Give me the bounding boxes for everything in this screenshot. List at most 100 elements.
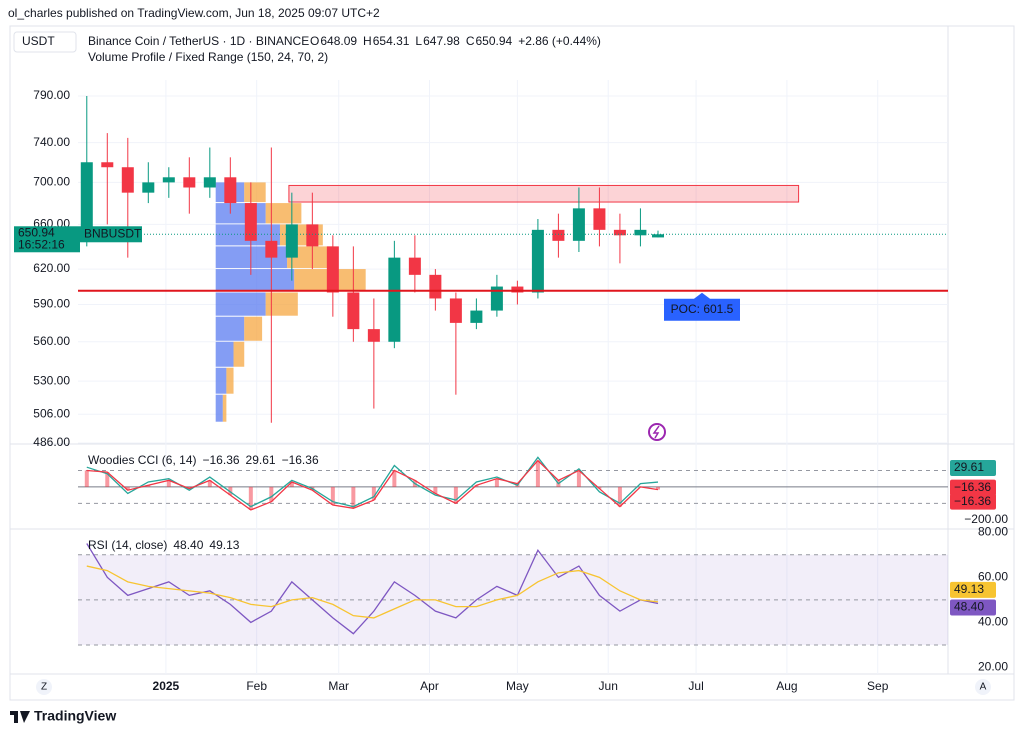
candle-body (285, 224, 298, 258)
y-tick-label: 486.00 (33, 435, 70, 449)
currency-button[interactable] (13, 31, 77, 53)
alert-icon[interactable] (648, 423, 666, 441)
candle-body (224, 177, 237, 204)
y-tick-label: 700.00 (33, 175, 70, 189)
brand-logo: TradingView (10, 708, 116, 724)
volume-up (215, 394, 223, 422)
candle-body (408, 257, 421, 275)
x-tick-label: Aug (776, 679, 797, 693)
symbol: Binance Coin / TetherUS · 1D · BINANCE (88, 34, 309, 48)
volume-up (215, 292, 266, 316)
volume-down (244, 316, 263, 341)
x-tick-label: Apr (420, 679, 439, 693)
y-tick-label: 530.00 (33, 373, 70, 387)
scale-button-label[interactable]: A (980, 682, 987, 693)
candle-body (142, 182, 155, 193)
candle-body (552, 229, 565, 241)
y-tick-label: 790.00 (33, 88, 70, 102)
countdown: 16:52:16 (18, 237, 65, 251)
y-tick-label: 560.00 (33, 334, 70, 348)
ohlc-label: H (363, 34, 372, 48)
candle-body (80, 162, 93, 236)
indicator-name: Volume Profile / Fixed Range (150, 24, 7… (88, 50, 328, 64)
last-value-tag (950, 493, 996, 510)
price-change: +2.86 (+0.44%) (518, 34, 601, 48)
candle-body (306, 224, 319, 247)
indicator-value: −16.36 (203, 453, 240, 467)
poc-label: POC: 601.5 (671, 302, 734, 316)
volume-up (215, 316, 245, 341)
candle-body (183, 177, 196, 188)
indicator-title: RSI (14, close) (88, 538, 167, 552)
last-value: 29.61 (954, 460, 984, 474)
volume-up (215, 341, 234, 367)
scale-button[interactable] (36, 679, 52, 695)
candle-body (203, 177, 216, 188)
indicator-line (86, 543, 659, 635)
currency[interactable]: USDT (22, 34, 55, 48)
candle-body (121, 167, 134, 193)
volume-down (265, 292, 298, 316)
ohlc-label: O (310, 34, 319, 48)
volume-down (244, 182, 266, 203)
indicator-value: −16.36 (282, 453, 319, 467)
candle-body (511, 286, 524, 293)
x-tick-label: Mar (328, 679, 349, 693)
candle-body (101, 162, 114, 168)
candle-body (326, 246, 339, 293)
candle-body (470, 310, 483, 323)
candle-body (388, 257, 401, 342)
y-tick-label: 60.00 (978, 570, 1008, 584)
scale-button[interactable] (975, 679, 991, 695)
resistance-zone (288, 184, 800, 203)
alert-icon-bolt (652, 425, 660, 439)
x-tick-label: Sep (867, 679, 889, 693)
x-tick-label: Feb (246, 679, 267, 693)
indicator-line (86, 565, 659, 619)
candle-body (490, 286, 503, 311)
candle-body (531, 229, 544, 293)
ohlc-label: L (415, 34, 422, 48)
volume-down (265, 203, 302, 224)
volume-up (215, 367, 227, 394)
y-tick-label: 740.00 (33, 135, 70, 149)
scale-button-label[interactable]: Z (41, 682, 47, 693)
y-tick-label: 506.00 (33, 406, 70, 420)
x-tick-label: May (506, 679, 529, 693)
volume-down (233, 341, 245, 367)
volume-up (215, 269, 295, 292)
last-value: 48.40 (954, 600, 984, 614)
indicator-value: 48.40 (173, 538, 203, 552)
ohlc-value: 647.98 (423, 34, 460, 48)
y-tick-label: 20.00 (978, 660, 1008, 674)
candle-body (162, 177, 175, 183)
candle-body (244, 203, 257, 241)
indicator-value: 49.13 (209, 538, 239, 552)
candle-body (449, 298, 462, 323)
y-tick-label: 590.00 (33, 297, 70, 311)
brand-name: TradingView (34, 708, 116, 724)
y-tick-label: 80.00 (978, 524, 1008, 538)
last-price: 650.94 (18, 225, 55, 239)
ohlc-value: 648.09 (320, 34, 357, 48)
volume-down (226, 367, 234, 394)
last-value-tag (950, 599, 996, 616)
poc-label-box (664, 292, 740, 321)
published-note: ol_charles published on TradingView.com,… (8, 6, 380, 20)
candle-body (572, 208, 585, 241)
volume-down (287, 246, 334, 269)
logo-mark (10, 711, 30, 723)
candle-body (613, 229, 626, 236)
last-value: −16.36 (954, 480, 991, 494)
indicator-title: Woodies CCI (6, 14) (88, 453, 197, 467)
last-value-tag (950, 581, 996, 598)
y-tick-label: 620.00 (33, 261, 70, 275)
ohlc-value: 654.31 (373, 34, 410, 48)
x-tick-label: Jul (688, 679, 703, 693)
chart-frame (9, 25, 1015, 701)
candle-body (429, 274, 442, 299)
last-value-tag (950, 460, 996, 477)
x-tick-label: Jun (599, 679, 618, 693)
